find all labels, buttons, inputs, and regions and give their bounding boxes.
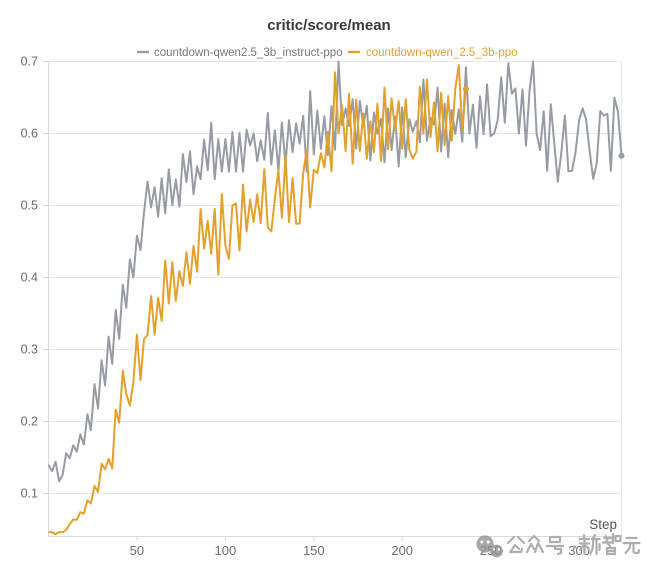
svg-text:Step: Step	[589, 517, 617, 532]
svg-text:150: 150	[303, 543, 325, 558]
svg-text:countdown-qwen_2.5_3b-ppo: countdown-qwen_2.5_3b-ppo	[366, 47, 518, 59]
svg-text:0.1: 0.1	[21, 487, 38, 501]
svg-text:100: 100	[215, 543, 237, 558]
svg-text:0.3: 0.3	[21, 343, 38, 357]
svg-text:0.7: 0.7	[21, 55, 38, 69]
svg-text:0.2: 0.2	[21, 415, 38, 429]
svg-text:200: 200	[391, 543, 413, 558]
svg-text:0.4: 0.4	[21, 271, 38, 285]
svg-text:countdown-qwen2.5_3b_instruct-: countdown-qwen2.5_3b_instruct-ppo	[154, 47, 343, 59]
svg-text:critic/score/mean: critic/score/mean	[267, 17, 390, 34]
svg-text:0.5: 0.5	[21, 199, 38, 213]
svg-text:50: 50	[130, 543, 144, 558]
svg-text:0.6: 0.6	[21, 127, 38, 141]
